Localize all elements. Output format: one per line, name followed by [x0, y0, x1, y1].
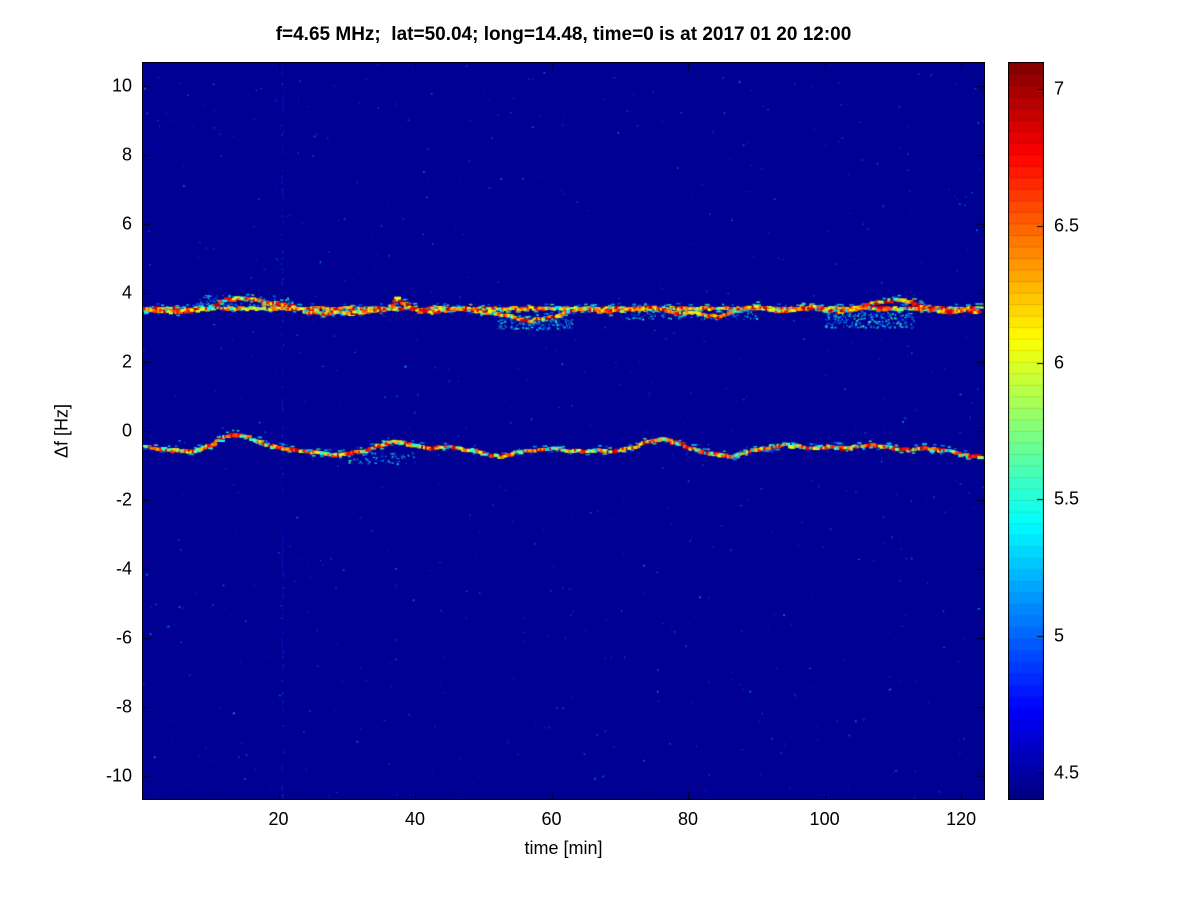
x-tick-label: 120	[946, 809, 977, 829]
x-tick-label: 60	[541, 809, 562, 829]
colorbar-tick-label: 4.5	[1054, 762, 1080, 783]
colorbar	[1008, 62, 1044, 800]
x-tick-label: 100	[809, 809, 840, 829]
x-tick-label: 80	[678, 809, 699, 829]
colorbar-tick-label: 6	[1054, 352, 1065, 373]
y-tick-label: -2	[115, 489, 132, 510]
y-tick-label: -6	[115, 627, 132, 648]
y-tick-label: 2	[121, 351, 132, 372]
y-tick-label: -8	[115, 696, 132, 717]
y-tick-label: 8	[121, 144, 132, 165]
y-tick-label: 0	[121, 420, 132, 441]
colorbar-tick-label: 5.5	[1054, 488, 1080, 509]
spectrogram-plot	[142, 62, 985, 800]
y-axis-label: Δf [Hz]	[51, 403, 72, 459]
x-tick-label: 20	[268, 809, 289, 829]
y-tick-label: 4	[121, 282, 132, 303]
y-tick-label: 10	[111, 75, 132, 96]
x-tick-label: 40	[405, 809, 426, 829]
x-axis-label: time [min]	[524, 838, 603, 858]
y-tick-label: -10	[105, 765, 132, 786]
colorbar-tick-label: 7	[1054, 78, 1065, 99]
colorbar-tick-label: 5	[1054, 625, 1065, 646]
chart-title: f=4.65 MHz; lat=50.04; long=14.48, time=…	[275, 24, 852, 45]
y-tick-label: 6	[121, 213, 132, 234]
y-tick-label: -4	[115, 558, 132, 579]
colorbar-tick-label: 6.5	[1054, 215, 1080, 236]
